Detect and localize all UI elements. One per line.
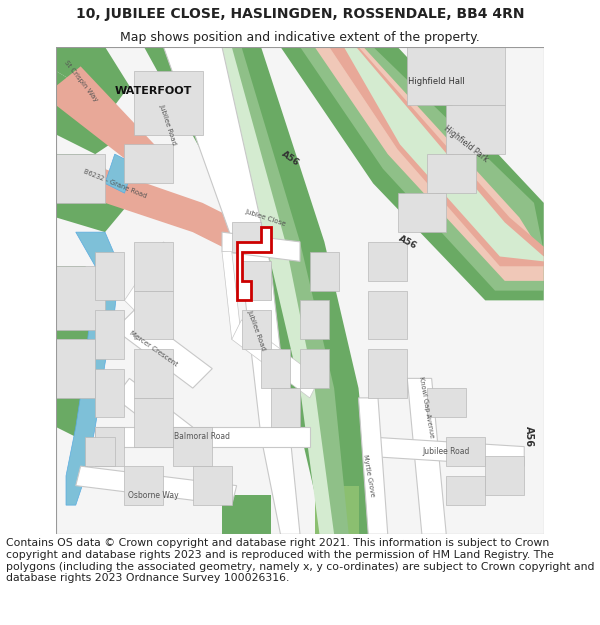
Polygon shape xyxy=(95,427,310,447)
Polygon shape xyxy=(134,242,173,291)
Polygon shape xyxy=(300,349,329,388)
Polygon shape xyxy=(236,228,271,301)
Text: Highfield Hall: Highfield Hall xyxy=(408,76,465,86)
Text: Map shows position and indicative extent of the property.: Map shows position and indicative extent… xyxy=(120,31,480,44)
Polygon shape xyxy=(124,144,173,183)
Polygon shape xyxy=(446,476,485,505)
Polygon shape xyxy=(398,193,446,232)
Polygon shape xyxy=(66,232,119,505)
Text: Jublee Close: Jublee Close xyxy=(245,208,287,227)
Text: Jubilee Road: Jubilee Road xyxy=(159,104,178,146)
Polygon shape xyxy=(310,252,339,291)
Polygon shape xyxy=(173,427,212,466)
Polygon shape xyxy=(427,388,466,418)
Polygon shape xyxy=(163,47,300,534)
Polygon shape xyxy=(407,378,446,534)
Polygon shape xyxy=(56,154,130,232)
Polygon shape xyxy=(281,47,544,301)
Polygon shape xyxy=(368,437,524,466)
Polygon shape xyxy=(95,369,124,418)
Text: Jubilee Road: Jubilee Road xyxy=(422,447,470,456)
Polygon shape xyxy=(427,154,476,193)
Polygon shape xyxy=(368,349,407,398)
Polygon shape xyxy=(368,242,407,281)
Text: 10, JUBILEE CLOSE, HASLINGDEN, ROSSENDALE, BB4 4RN: 10, JUBILEE CLOSE, HASLINGDEN, ROSSENDAL… xyxy=(76,7,524,21)
Text: A56: A56 xyxy=(524,426,534,448)
Polygon shape xyxy=(163,47,349,534)
Polygon shape xyxy=(85,437,115,466)
Text: Mercer Crescent: Mercer Crescent xyxy=(128,331,179,368)
Polygon shape xyxy=(56,47,544,534)
Polygon shape xyxy=(359,398,388,534)
Polygon shape xyxy=(368,291,407,339)
Text: Highfield Park: Highfield Park xyxy=(442,124,490,164)
Polygon shape xyxy=(222,496,271,534)
Polygon shape xyxy=(105,154,134,193)
Polygon shape xyxy=(56,339,95,398)
Polygon shape xyxy=(271,388,300,427)
Text: Contains OS data © Crown copyright and database right 2021. This information is : Contains OS data © Crown copyright and d… xyxy=(6,538,595,583)
Polygon shape xyxy=(56,266,105,339)
Text: Myrtle Grove: Myrtle Grove xyxy=(362,454,375,498)
Polygon shape xyxy=(134,291,173,339)
Polygon shape xyxy=(95,310,124,359)
Polygon shape xyxy=(446,106,505,154)
Polygon shape xyxy=(144,47,373,534)
Polygon shape xyxy=(56,71,124,154)
Text: WATERFOOT: WATERFOOT xyxy=(115,86,193,96)
Polygon shape xyxy=(56,66,163,174)
Polygon shape xyxy=(222,232,300,261)
Polygon shape xyxy=(344,47,544,261)
Polygon shape xyxy=(56,159,241,247)
Polygon shape xyxy=(134,349,173,398)
Polygon shape xyxy=(261,349,290,388)
Polygon shape xyxy=(178,47,334,534)
Polygon shape xyxy=(485,456,524,496)
Text: Jubilee Road: Jubilee Road xyxy=(246,309,266,351)
Text: B6232 - Grane Road: B6232 - Grane Road xyxy=(82,168,147,199)
Polygon shape xyxy=(115,310,212,388)
Polygon shape xyxy=(314,47,544,281)
Polygon shape xyxy=(95,427,124,466)
Polygon shape xyxy=(232,222,261,252)
Polygon shape xyxy=(300,47,544,291)
Polygon shape xyxy=(241,310,271,349)
Polygon shape xyxy=(193,466,232,505)
Text: Balmoral Road: Balmoral Road xyxy=(175,432,230,441)
Polygon shape xyxy=(124,242,173,310)
Polygon shape xyxy=(446,437,485,466)
Text: Knowl Gap Avenue: Knowl Gap Avenue xyxy=(418,376,435,439)
Polygon shape xyxy=(56,364,95,437)
Polygon shape xyxy=(329,47,544,266)
Polygon shape xyxy=(300,301,329,339)
Polygon shape xyxy=(115,378,193,447)
Polygon shape xyxy=(95,252,124,301)
Text: Osborne Way: Osborne Way xyxy=(128,491,179,500)
Polygon shape xyxy=(134,71,203,134)
Polygon shape xyxy=(314,486,359,534)
Text: A56: A56 xyxy=(280,150,301,168)
Polygon shape xyxy=(407,47,505,106)
Text: St Crispin Way: St Crispin Way xyxy=(63,59,98,102)
Polygon shape xyxy=(232,320,320,398)
Polygon shape xyxy=(241,261,271,301)
Polygon shape xyxy=(222,252,241,339)
Text: A56: A56 xyxy=(397,233,418,251)
Polygon shape xyxy=(134,398,173,447)
Polygon shape xyxy=(124,466,163,505)
Polygon shape xyxy=(76,466,236,505)
Polygon shape xyxy=(56,154,105,203)
Polygon shape xyxy=(56,47,130,106)
Polygon shape xyxy=(56,266,105,329)
